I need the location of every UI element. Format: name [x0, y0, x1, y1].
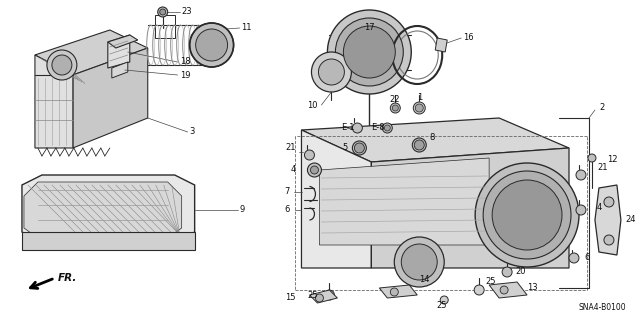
Circle shape [385, 125, 390, 131]
Polygon shape [112, 62, 128, 78]
Text: SNA4-B0100: SNA4-B0100 [579, 303, 627, 313]
Polygon shape [35, 30, 148, 75]
Text: 14: 14 [419, 276, 430, 285]
Text: 16: 16 [463, 33, 474, 42]
Text: 7: 7 [284, 188, 289, 197]
Circle shape [319, 59, 344, 85]
Circle shape [576, 170, 586, 180]
Text: 13: 13 [527, 284, 538, 293]
Text: 6: 6 [284, 205, 289, 214]
Circle shape [324, 290, 335, 300]
Polygon shape [489, 282, 527, 298]
Circle shape [474, 285, 484, 295]
Text: 25: 25 [485, 278, 495, 286]
Polygon shape [310, 290, 337, 303]
Circle shape [316, 294, 323, 302]
Polygon shape [301, 118, 569, 162]
Circle shape [483, 171, 571, 259]
Text: 2: 2 [599, 103, 604, 113]
Text: 18: 18 [180, 57, 190, 66]
Circle shape [604, 197, 614, 207]
Text: 8: 8 [429, 133, 435, 143]
Polygon shape [435, 38, 447, 52]
Circle shape [569, 253, 579, 263]
Text: 12: 12 [607, 155, 618, 165]
Circle shape [390, 288, 398, 296]
Circle shape [392, 105, 398, 111]
Polygon shape [108, 35, 138, 48]
Circle shape [440, 296, 448, 304]
Text: FR.: FR. [58, 273, 77, 283]
Circle shape [328, 10, 412, 94]
Circle shape [382, 123, 392, 133]
Polygon shape [108, 35, 130, 68]
Circle shape [310, 166, 319, 174]
Text: 20: 20 [515, 268, 525, 277]
Circle shape [394, 237, 444, 287]
Text: 22: 22 [389, 95, 400, 105]
Text: 21: 21 [285, 144, 296, 152]
Text: 11: 11 [241, 24, 252, 33]
Circle shape [415, 104, 423, 112]
Circle shape [196, 29, 228, 61]
Text: 21: 21 [597, 164, 607, 173]
Polygon shape [22, 232, 195, 250]
Text: 15: 15 [285, 293, 296, 302]
Circle shape [52, 55, 72, 75]
Circle shape [588, 154, 596, 162]
Circle shape [47, 50, 77, 80]
Polygon shape [301, 130, 371, 268]
Text: 3: 3 [189, 128, 195, 137]
Circle shape [305, 150, 314, 160]
Circle shape [492, 180, 562, 250]
Text: 24: 24 [625, 216, 636, 225]
Circle shape [344, 26, 396, 78]
Circle shape [353, 123, 362, 133]
Polygon shape [24, 182, 182, 238]
Circle shape [307, 163, 321, 177]
Polygon shape [371, 148, 569, 268]
Polygon shape [35, 55, 73, 148]
Text: 4: 4 [290, 166, 296, 174]
Polygon shape [22, 175, 195, 242]
Text: 17: 17 [364, 24, 374, 33]
Text: 19: 19 [180, 70, 190, 79]
Text: 1: 1 [417, 93, 422, 102]
Circle shape [500, 286, 508, 294]
Text: 4: 4 [597, 204, 602, 212]
Circle shape [353, 141, 366, 155]
Polygon shape [319, 158, 489, 245]
Polygon shape [595, 185, 621, 255]
Circle shape [412, 138, 426, 152]
Text: 5: 5 [342, 144, 348, 152]
Polygon shape [380, 285, 417, 298]
Circle shape [390, 103, 400, 113]
Circle shape [189, 23, 234, 67]
Circle shape [335, 18, 403, 86]
Circle shape [157, 7, 168, 17]
Text: 6: 6 [584, 254, 589, 263]
Text: E-1: E-1 [341, 123, 355, 132]
Text: 25: 25 [436, 300, 447, 309]
Circle shape [401, 244, 437, 280]
Text: E-8: E-8 [371, 123, 385, 132]
Polygon shape [73, 48, 148, 148]
Text: 23: 23 [182, 8, 192, 17]
Circle shape [576, 205, 586, 215]
Text: 9: 9 [239, 205, 245, 214]
Circle shape [413, 102, 425, 114]
Circle shape [475, 163, 579, 267]
Circle shape [502, 267, 512, 277]
Circle shape [160, 9, 166, 15]
Text: 25: 25 [307, 291, 317, 300]
Circle shape [355, 143, 364, 153]
Circle shape [312, 52, 351, 92]
Circle shape [604, 235, 614, 245]
Circle shape [414, 140, 424, 150]
Text: 10: 10 [307, 100, 318, 109]
